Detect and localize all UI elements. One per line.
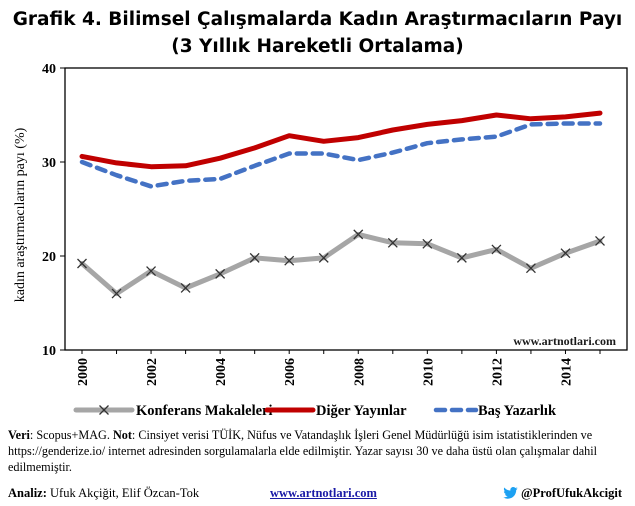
data-point-marker [491,244,502,255]
y-tick-label: 30 [42,156,56,171]
data-point-marker [146,266,157,276]
twitter-handle[interactable]: @ProfUfukAkcigit [503,486,622,501]
data-point-marker [387,237,398,248]
legend-label: Baş Yazarlık [478,403,557,419]
line-chart: 10 20 30 40 2000 2002 2004 2006 2008 2010 2012 201… [13,62,628,419]
data-point-marker [180,283,191,293]
data-point-marker [595,236,605,246]
y-tick-label: 10 [42,344,56,359]
footer: Analiz: Ufuk Akçiğit, Elif Özcan-Tok www… [8,486,628,502]
series-di-er-yay-nlar [79,110,603,170]
veri-label: Veri [8,428,30,442]
data-point-marker [353,229,364,240]
series-konferans-makaleleri [77,229,605,299]
series-line [79,231,603,297]
analiz-label: Analiz: [8,486,47,500]
legend-item: Baş Yazarlık [433,403,557,419]
website-link[interactable]: www.artnotlari.com [270,486,377,500]
data-point-marker [77,258,87,269]
source-note: Veri: Scopus+MAG. Not: Cinsiyet verisi T… [8,427,628,475]
x-tick-label: 2000 [76,358,91,386]
series-line [79,110,603,170]
data-point-marker [318,252,329,263]
twitter-handle-text: @ProfUfukAkcigit [521,486,622,500]
watermark: www.artnotlari.com [513,334,616,348]
data-point-marker [456,252,467,263]
not-text: : Cinsiyet verisi TÜİK, Nüfus ve Vatanda… [8,428,598,474]
legend-label: Diğer Yayınlar [316,403,407,419]
chart-title-line2: (3 Yıllık Hareketli Ortalama) [171,36,464,57]
x-tick-label: 2006 [283,358,298,386]
data-point-marker [560,248,571,259]
x-tick-label: 2002 [145,358,160,386]
legend-marker [99,405,109,415]
legend-item: Konferans Makaleleri [73,403,273,419]
analiz-text: Ufuk Akçiğit, Elif Özcan-Tok [46,486,200,500]
data-point-marker [215,268,226,279]
y-axis-label: kadın araştırmacıların payı (%) [13,127,28,302]
chart-title-line1: Grafik 4. Bilimsel Çalışmalarda Kadın Ar… [12,9,623,30]
plot-frame [64,67,628,351]
legend-item: Diğer Yayınlar [264,403,407,419]
y-tick-label: 40 [42,62,56,77]
series-ba-yazarl-k [79,121,603,189]
data-point-marker [525,263,536,274]
data-point-marker [284,255,295,266]
veri-text: : Scopus+MAG. [29,428,113,442]
x-tick-label: 2008 [352,358,367,386]
x-tick-label: 2010 [421,358,436,386]
x-tick-label: 2004 [214,358,229,386]
data-point-marker [111,288,122,299]
legend: Konferans Makaleleri Diğer Yayınlar Baş Ya… [73,403,557,419]
x-tick-label: 2012 [490,358,505,386]
y-tick-label: 20 [42,250,56,265]
data-point-marker [422,238,433,249]
twitter-icon [503,487,518,499]
chart-title: Grafik 4. Bilimsel Çalışmalarda Kadın Ar… [0,6,635,60]
x-tick-label: 2014 [559,358,574,386]
legend-label: Konferans Makaleleri [136,403,273,419]
series-line [79,121,603,189]
not-label: Not [112,428,132,442]
data-point-marker [249,252,260,263]
analysis-credit: Analiz: Ufuk Akçiğit, Elif Özcan-Tok [8,486,199,501]
